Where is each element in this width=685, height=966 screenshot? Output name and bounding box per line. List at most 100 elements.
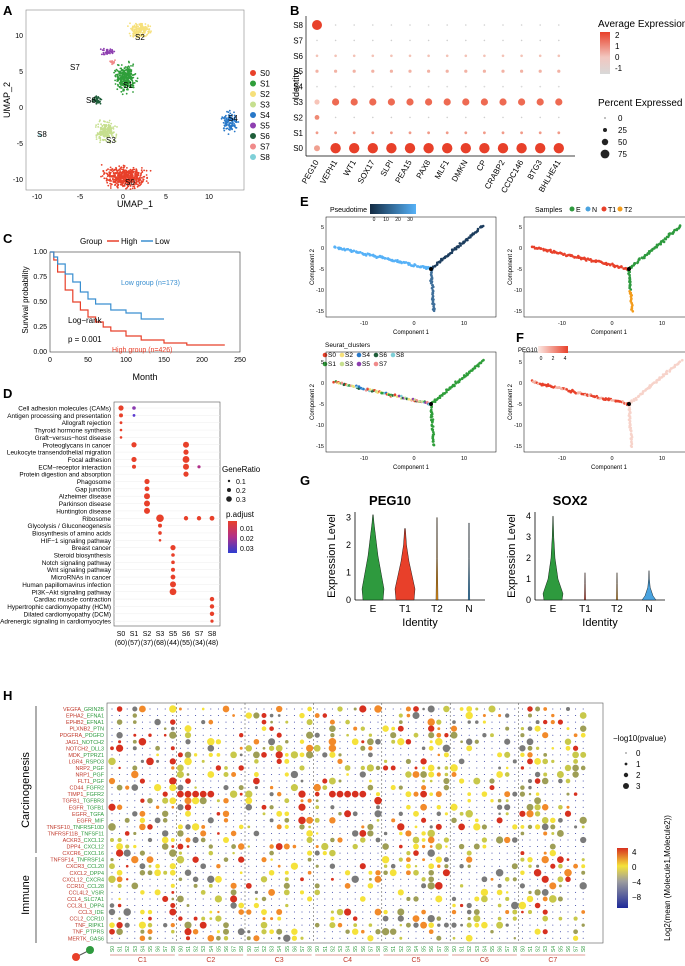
lr-dot (354, 852, 356, 854)
lr-dot (543, 851, 547, 855)
lr-dot (444, 812, 448, 816)
lr-dot (383, 831, 388, 836)
lr-dot (582, 760, 584, 762)
umap-point (127, 79, 130, 82)
umap-cluster-label: S0 (125, 178, 135, 187)
seurat-legend-label: S7 (379, 361, 387, 368)
trajectory-point (461, 376, 464, 380)
lr-dot (580, 765, 586, 771)
dotplot-row-label: S3 (293, 98, 303, 107)
lr-dot (286, 793, 288, 795)
lr-dot (354, 734, 356, 736)
lr-dot (476, 793, 478, 795)
dotplot-dot (502, 85, 504, 88)
lr-dot (345, 719, 350, 725)
lr-dot (475, 707, 479, 711)
lr-dot (582, 793, 584, 795)
umap-point (227, 118, 230, 121)
umap-point (118, 168, 121, 171)
umap-point (138, 177, 141, 180)
lr-dot (415, 721, 417, 723)
lr-dot (157, 846, 159, 848)
umap-ylabel: UMAP_2 (2, 82, 12, 118)
trajectory-point (636, 260, 640, 264)
umap-point (122, 71, 125, 73)
lr-dot (430, 911, 432, 913)
lr-dot (225, 826, 227, 828)
lr-dot (202, 885, 204, 887)
km-plot-frame (49, 251, 241, 353)
lr-dot (468, 806, 470, 808)
lr-dot (544, 885, 546, 887)
km-ytick: 0.50 (33, 299, 47, 306)
lr-dot (415, 754, 417, 756)
lr-dot (559, 787, 561, 789)
lr-dot (315, 799, 319, 803)
trajectory-xtick: 10 (659, 456, 665, 462)
lr-dot (436, 811, 442, 817)
lr-dot (240, 819, 242, 821)
umap-point (129, 188, 132, 191)
umap-point (114, 79, 116, 82)
lr-pair-label: EGFR_MIF (77, 818, 105, 824)
violin-title-peg10: PEG10 (369, 493, 411, 508)
umap-cluster-label: S6 (86, 96, 96, 105)
lr-dot (445, 721, 447, 723)
kegg-dot (131, 456, 137, 463)
lr-dot (230, 895, 238, 903)
trajectory-xlabel: Component 1 (393, 330, 430, 336)
lr-dot (115, 849, 124, 857)
lr-dot (314, 850, 320, 856)
lr-dot (202, 859, 204, 861)
lr-dot (559, 905, 561, 906)
lr-dot (149, 793, 151, 795)
umap-point (110, 133, 113, 136)
trajectory-point (628, 415, 632, 418)
lr-dot (217, 852, 219, 854)
lr-dot (521, 819, 523, 821)
lr-subcol-label: S3 (270, 946, 276, 952)
lr-dot (377, 891, 379, 893)
lr-dot (146, 856, 154, 864)
lr-dot (543, 752, 548, 757)
dotplot-dot (315, 131, 319, 135)
lr-dot (423, 891, 425, 893)
pseudotime-ticks: 0 10 20 30 (373, 217, 413, 223)
peg10-colorbar-tick: 2 (552, 356, 555, 362)
lr-pair-label: EGFR_TGFB1 (69, 805, 104, 811)
lr-dot (217, 715, 219, 717)
lr-dot (338, 779, 342, 783)
lr-dot (468, 826, 470, 828)
samples-legend-label: N (592, 207, 597, 214)
lr-dot (223, 857, 229, 862)
lr-dot (429, 740, 433, 744)
trajectory-point (530, 245, 534, 249)
lr-dot (575, 852, 577, 854)
lr-dot (233, 865, 235, 867)
lr-subcol-label: S7 (505, 946, 511, 952)
violin-xlabel: Identity (582, 617, 618, 629)
lr-receptor: PTN (93, 727, 104, 733)
lr-subcol-label: S2 (125, 946, 131, 952)
lr-dot (420, 758, 427, 765)
lr-dot (468, 839, 470, 841)
umap-point (124, 176, 127, 179)
umap-point (229, 112, 232, 115)
lr-dot (263, 708, 265, 710)
lr-plot-frame (106, 702, 604, 944)
umap-point (226, 123, 228, 126)
lr-dot (543, 719, 548, 725)
lr-dot (466, 856, 473, 863)
umap-point (134, 31, 136, 34)
umap-point (147, 24, 150, 26)
lr-dot (301, 898, 303, 900)
lr-dot (245, 790, 253, 798)
lr-dot (541, 875, 549, 883)
dotplot-dot (353, 39, 356, 42)
lr-dot (377, 846, 379, 848)
lr-dot (293, 911, 295, 913)
lr-dot (552, 806, 554, 808)
umap-point (144, 23, 147, 25)
lr-dot (233, 760, 235, 762)
lr-dot (126, 747, 128, 749)
